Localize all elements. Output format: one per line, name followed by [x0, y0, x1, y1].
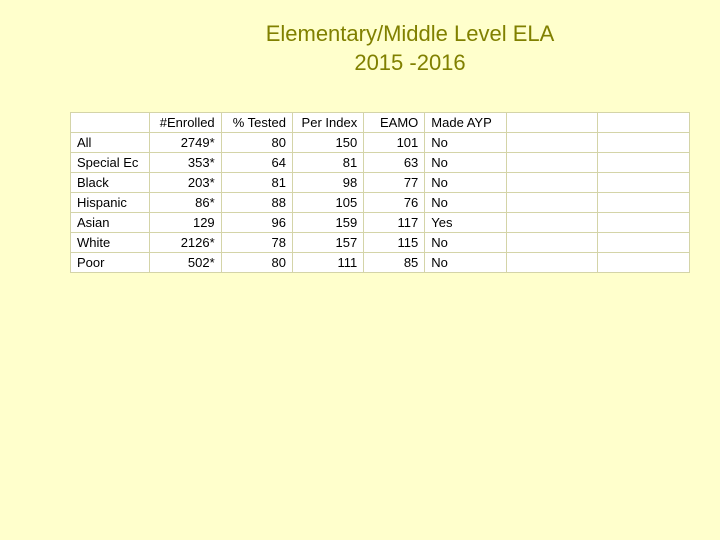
cell-tested: 80 [221, 253, 292, 273]
header-eamo: EAMO [364, 113, 425, 133]
cell-perindex: 111 [292, 253, 363, 273]
cell-extra [506, 133, 598, 153]
cell-madeayp: No [425, 173, 506, 193]
cell-extra [506, 213, 598, 233]
cell-extra [506, 153, 598, 173]
header-madeayp: Made AYP [425, 113, 506, 133]
title-line-2: 2015 -2016 [100, 49, 720, 78]
cell-extra [598, 193, 690, 213]
cell-label: Black [71, 173, 150, 193]
header-enrolled: #Enrolled [150, 113, 221, 133]
ela-data-table: #Enrolled % Tested Per Index EAMO Made A… [70, 112, 690, 273]
cell-extra [598, 253, 690, 273]
cell-enrolled: 353* [150, 153, 221, 173]
table-row: Black 203* 81 98 77 No [71, 173, 690, 193]
header-extra1 [506, 113, 598, 133]
cell-extra [506, 193, 598, 213]
cell-extra [506, 233, 598, 253]
cell-perindex: 81 [292, 153, 363, 173]
cell-label: Special Ec [71, 153, 150, 173]
cell-eamo: 85 [364, 253, 425, 273]
cell-tested: 80 [221, 133, 292, 153]
cell-eamo: 117 [364, 213, 425, 233]
table-header-row: #Enrolled % Tested Per Index EAMO Made A… [71, 113, 690, 133]
cell-eamo: 115 [364, 233, 425, 253]
cell-tested: 81 [221, 173, 292, 193]
table-row: White 2126* 78 157 115 No [71, 233, 690, 253]
cell-enrolled: 129 [150, 213, 221, 233]
cell-perindex: 150 [292, 133, 363, 153]
table-row: Special Ec 353* 64 81 63 No [71, 153, 690, 173]
table-row: All 2749* 80 150 101 No [71, 133, 690, 153]
cell-madeayp: No [425, 133, 506, 153]
cell-tested: 96 [221, 213, 292, 233]
cell-eamo: 101 [364, 133, 425, 153]
data-table-container: #Enrolled % Tested Per Index EAMO Made A… [70, 112, 700, 273]
cell-label: Hispanic [71, 193, 150, 213]
cell-madeayp: No [425, 233, 506, 253]
cell-extra [598, 153, 690, 173]
cell-eamo: 63 [364, 153, 425, 173]
page-title: Elementary/Middle Level ELA 2015 -2016 [0, 0, 720, 77]
cell-extra [598, 233, 690, 253]
cell-enrolled: 86* [150, 193, 221, 213]
cell-eamo: 76 [364, 193, 425, 213]
cell-perindex: 159 [292, 213, 363, 233]
cell-enrolled: 2749* [150, 133, 221, 153]
cell-madeayp: Yes [425, 213, 506, 233]
title-line-1: Elementary/Middle Level ELA [100, 20, 720, 49]
header-label [71, 113, 150, 133]
cell-perindex: 157 [292, 233, 363, 253]
table-row: Asian 129 96 159 117 Yes [71, 213, 690, 233]
header-tested: % Tested [221, 113, 292, 133]
table-row: Hispanic 86* 88 105 76 No [71, 193, 690, 213]
table-body: All 2749* 80 150 101 No Special Ec 353* … [71, 133, 690, 273]
cell-enrolled: 502* [150, 253, 221, 273]
cell-perindex: 98 [292, 173, 363, 193]
header-perindex: Per Index [292, 113, 363, 133]
cell-tested: 64 [221, 153, 292, 173]
cell-perindex: 105 [292, 193, 363, 213]
cell-enrolled: 2126* [150, 233, 221, 253]
cell-extra [598, 133, 690, 153]
table-row: Poor 502* 80 111 85 No [71, 253, 690, 273]
cell-eamo: 77 [364, 173, 425, 193]
cell-madeayp: No [425, 153, 506, 173]
header-extra2 [598, 113, 690, 133]
cell-extra [598, 173, 690, 193]
cell-extra [506, 253, 598, 273]
cell-label: Asian [71, 213, 150, 233]
cell-label: White [71, 233, 150, 253]
cell-label: Poor [71, 253, 150, 273]
cell-tested: 88 [221, 193, 292, 213]
cell-madeayp: No [425, 193, 506, 213]
cell-extra [598, 213, 690, 233]
cell-enrolled: 203* [150, 173, 221, 193]
cell-label: All [71, 133, 150, 153]
cell-tested: 78 [221, 233, 292, 253]
cell-extra [506, 173, 598, 193]
cell-madeayp: No [425, 253, 506, 273]
